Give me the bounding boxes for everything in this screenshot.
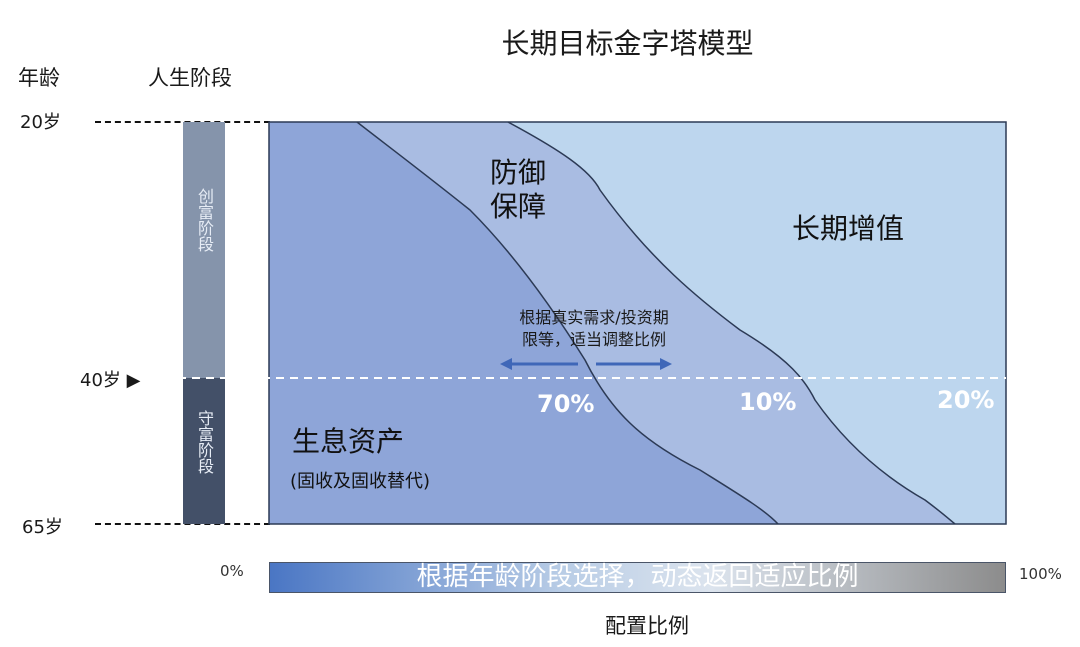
age-label-40: 40岁 ▶: [80, 366, 140, 392]
age-20-guide-line: [95, 121, 270, 123]
wealth-preservation-stage-bar: 守富阶段: [183, 378, 225, 524]
protection-percentage: 10%: [739, 388, 797, 416]
protection-boundary-line: [507, 121, 956, 525]
adjust-right-arrowhead-icon: [660, 358, 672, 370]
wealth-creation-stage-label: 创富阶段: [195, 188, 214, 252]
age-65-guide-line: [95, 523, 270, 525]
chart-title: 长期目标金字塔模型: [501, 27, 754, 60]
income-assets-label: 生息资产: [292, 425, 405, 458]
age-column-header: 年龄: [18, 66, 60, 90]
wealth-preservation-stage-label: 守富阶段: [195, 410, 214, 474]
income-assets-sublabel: (固收及固收替代): [290, 471, 431, 492]
income-assets-percentage: 70%: [537, 390, 595, 418]
adjustment-note-line2: 限等，适当调整比例: [521, 330, 666, 349]
age-label-65: 65岁: [22, 517, 63, 538]
allocation-min-label: 0%: [220, 562, 244, 580]
growth-percentage: 20%: [937, 386, 995, 414]
wealth-creation-stage-bar: 创富阶段: [183, 122, 225, 378]
age-label-40-text: 40岁: [80, 370, 121, 391]
diagram-frame: [268, 121, 1007, 525]
growth-label: 长期增值: [792, 212, 905, 245]
adjust-left-arrowhead-icon: [500, 358, 512, 370]
adjustment-note: 根据真实需求/投资期 限等，适当调整比例: [494, 307, 694, 351]
age-label-20: 20岁: [20, 112, 61, 133]
x-axis-label: 配置比例: [605, 614, 689, 638]
allocation-max-label: 100%: [1019, 565, 1062, 583]
income-boundary-line: [356, 121, 779, 525]
protection-label: 防御 保障: [490, 156, 546, 224]
allocation-bar-text: 根据年龄阶段选择，动态返回适应比例: [416, 562, 859, 592]
allocation-gradient-bar: 根据年龄阶段选择，动态返回适应比例: [269, 562, 1006, 593]
protection-label-line1: 防御: [490, 156, 547, 189]
life-stage-column-header: 人生阶段: [148, 66, 232, 90]
income-assets-region: [269, 122, 778, 524]
age-marker-icon: ▶: [126, 370, 141, 391]
protection-label-line2: 保障: [490, 190, 547, 223]
adjustment-note-line1: 根据真实需求/投资期: [519, 308, 669, 327]
